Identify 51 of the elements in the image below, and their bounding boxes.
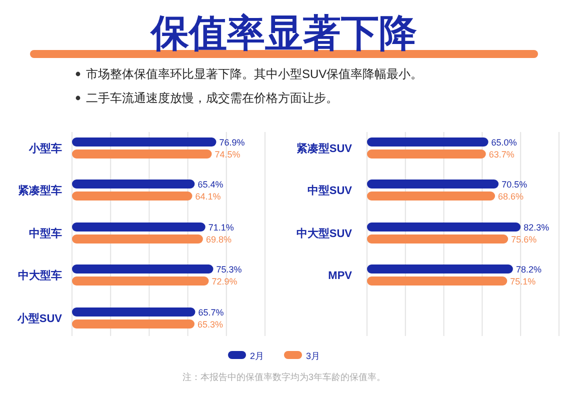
data-label: 69.8% bbox=[206, 234, 232, 244]
text: 市场整体保值率环比显著下降。其中小型SUV保值率降幅最小。 bbox=[86, 67, 423, 81]
data-label: 65.0% bbox=[491, 138, 517, 148]
bar bbox=[72, 150, 212, 158]
y-tick-label: MPV bbox=[328, 270, 353, 282]
bar bbox=[72, 234, 203, 244]
data-label: 75.3% bbox=[216, 264, 242, 274]
bar bbox=[72, 276, 209, 286]
data-label: 63.7% bbox=[488, 150, 514, 160]
bar bbox=[367, 276, 508, 286]
y-tick-label: 紧凑型SUV bbox=[296, 142, 353, 155]
text: 注：本报告中的保值率数字均为3年车龄的保值率。 bbox=[182, 372, 386, 382]
bar bbox=[367, 192, 496, 200]
data-label: 75.6% bbox=[511, 234, 537, 244]
data-label: 65.7% bbox=[198, 308, 224, 318]
y-tick-label: 小型SUV bbox=[16, 312, 63, 325]
data-label: 76.9% bbox=[219, 138, 245, 148]
legend-label: 2月 bbox=[250, 351, 264, 361]
bar bbox=[72, 192, 192, 200]
data-label: 65.3% bbox=[198, 320, 224, 330]
bar bbox=[72, 138, 216, 146]
bar bbox=[72, 222, 206, 232]
bar bbox=[367, 264, 513, 274]
data-label: 68.6% bbox=[498, 192, 524, 202]
data-label: 72.9% bbox=[212, 276, 238, 286]
data-label: 78.2% bbox=[516, 264, 542, 274]
y-tick-label: 紧凑型车 bbox=[18, 184, 62, 197]
bar bbox=[72, 264, 214, 274]
title: 保值率显著下降 bbox=[151, 13, 417, 55]
bar bbox=[367, 150, 486, 158]
y-tick-label: 中型车 bbox=[29, 227, 62, 240]
data-label: 64.1% bbox=[195, 192, 221, 202]
y-tick-label: 中大型SUV bbox=[296, 227, 353, 240]
y-tick-label: 小型车 bbox=[28, 142, 62, 155]
data-label: 74.5% bbox=[214, 150, 240, 160]
bar bbox=[367, 180, 499, 188]
text: 二手车流通速度放慢，成交需在价格方面让步。 bbox=[86, 91, 338, 105]
data-label: 82.3% bbox=[524, 222, 550, 232]
y-tick-label: 中大型车 bbox=[18, 269, 62, 282]
legend-label: 3月 bbox=[306, 351, 320, 361]
bar bbox=[72, 308, 196, 316]
bar bbox=[72, 180, 195, 188]
bar bbox=[367, 138, 488, 146]
bar bbox=[367, 222, 521, 232]
y-tick-label: 中型SUV bbox=[307, 184, 353, 197]
bar bbox=[367, 234, 508, 244]
data-label: 70.5% bbox=[502, 180, 528, 190]
data-label: 75.1% bbox=[510, 276, 536, 286]
data-label: 71.1% bbox=[208, 222, 234, 232]
data-label: 65.4% bbox=[198, 180, 224, 190]
bar bbox=[72, 320, 195, 328]
